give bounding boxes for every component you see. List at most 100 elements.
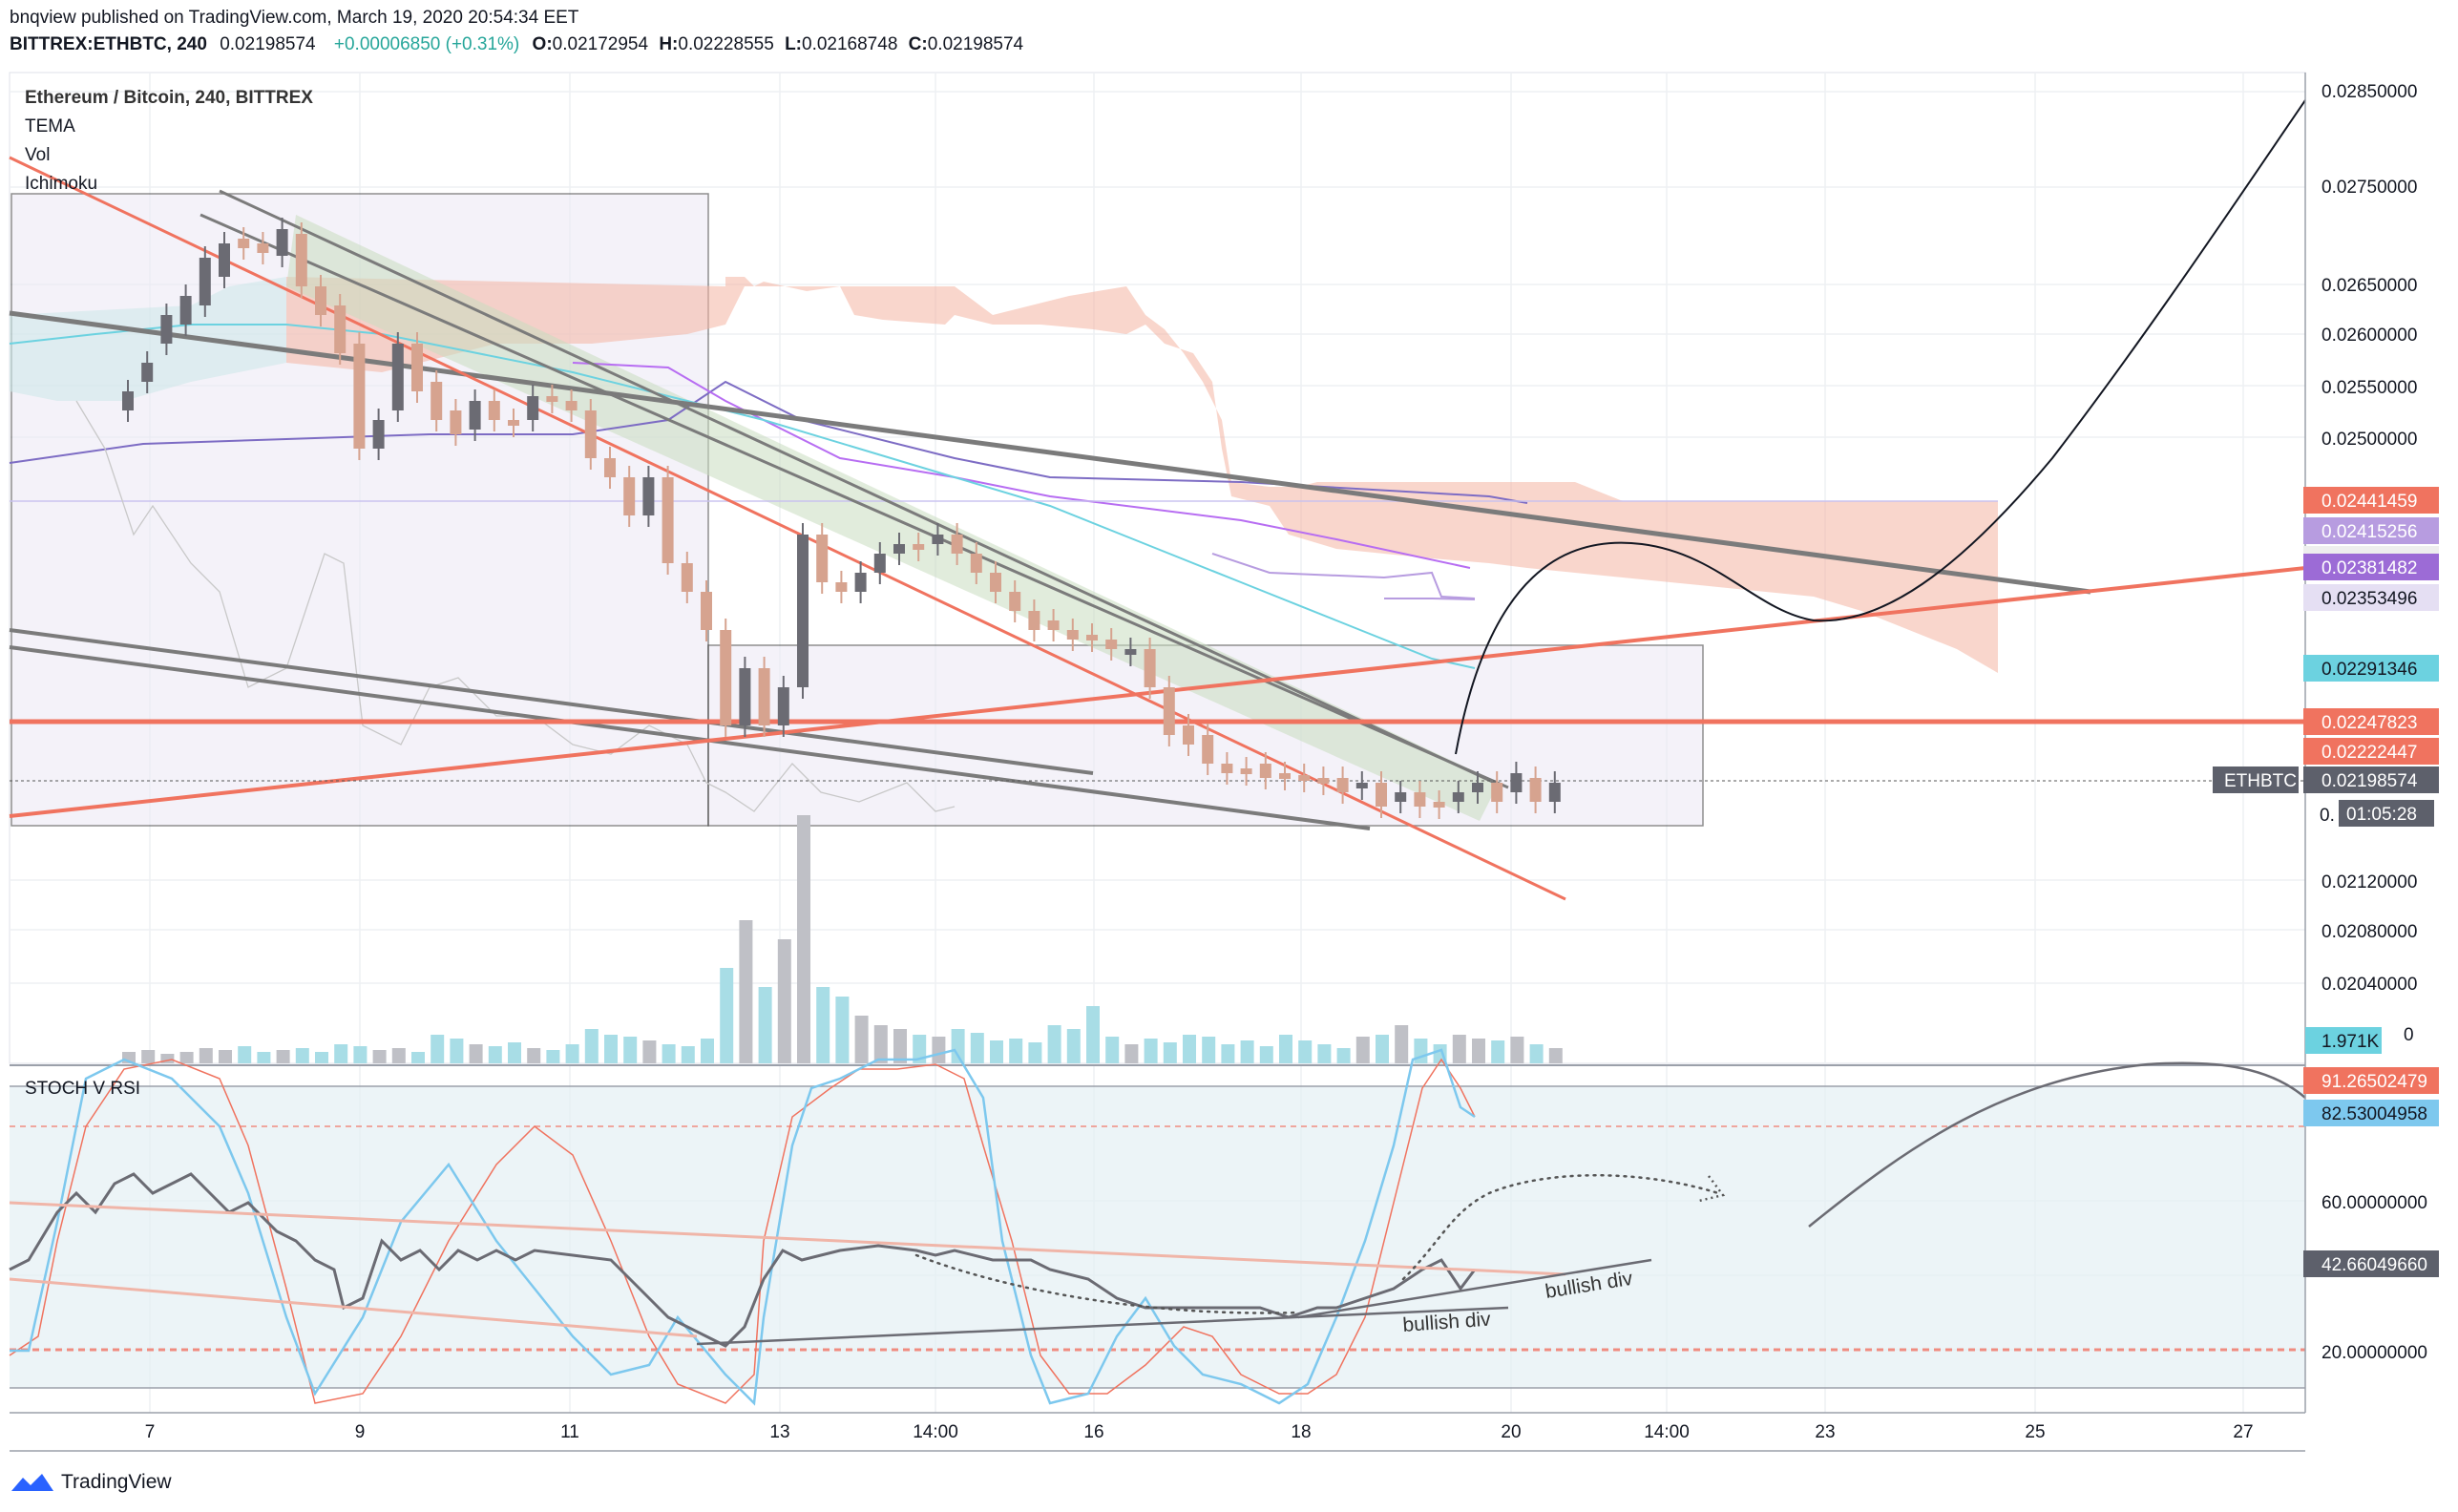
candle-body [488, 401, 500, 420]
tradingview-logo[interactable]: TradingView [10, 1470, 172, 1495]
symbol-tag: ETHBTC [2224, 771, 2297, 791]
candle-body [565, 401, 578, 410]
volume-bar [508, 1042, 521, 1063]
price-tag-bg [2303, 708, 2439, 735]
volume-bar [1144, 1039, 1158, 1063]
rsi-trend-down-2 [9, 1277, 698, 1338]
vol-legend[interactable]: Vol [25, 145, 51, 165]
candle-body [1433, 802, 1445, 808]
tradingview-brand: TradingView [61, 1471, 172, 1493]
volume-bar [1336, 1048, 1351, 1063]
price-tag-023814: 0.02381482 [2321, 558, 2417, 578]
price-axis[interactable]: 0.02850000 0.02750000 0.02650000 0.02600… [2321, 82, 2417, 1045]
rsi-tag-91: 91.26502479 [2321, 1072, 2427, 1092]
countdown-tag: 01:05:28 [2346, 805, 2417, 825]
time-axis[interactable]: 7 9 11 13 14:00 16 18 20 14:00 23 25 27 [145, 1422, 2254, 1442]
volume-bar [1452, 1035, 1466, 1063]
candle-body [1066, 630, 1079, 640]
volume-bar [295, 1048, 309, 1063]
volume-bars [122, 815, 1563, 1063]
candle-body [932, 535, 944, 544]
tema-cyan [9, 324, 1476, 669]
candle-body [1298, 775, 1311, 781]
low-value: 0.02168748 [802, 34, 898, 54]
chikou-line [75, 400, 956, 812]
candle-body [1472, 783, 1483, 792]
volume-bar [604, 1035, 618, 1063]
volume-bar [1279, 1035, 1292, 1063]
candle-body [1548, 783, 1561, 802]
candle-body [623, 477, 636, 515]
tema-legend[interactable]: TEMA [25, 116, 75, 136]
candle-body [1414, 792, 1426, 807]
indicator-lines [9, 324, 1998, 812]
candle-body [797, 535, 809, 687]
time-tick: 11 [560, 1422, 579, 1442]
price-tag-bg [2303, 517, 2439, 544]
candle-body [816, 535, 829, 582]
candle-body [179, 296, 192, 325]
candle-body [873, 554, 886, 573]
candle-body [951, 535, 963, 554]
candle-body [739, 668, 751, 725]
volume-bar [1047, 1025, 1061, 1063]
price-tick: 0.02850000 [2321, 82, 2417, 102]
volume-bar [777, 939, 791, 1063]
volume-bar [1376, 1035, 1389, 1063]
volume-bar [739, 920, 753, 1063]
volume-bar [391, 1048, 406, 1063]
volume-bar [469, 1044, 483, 1063]
candles [122, 218, 1561, 819]
candle-body [990, 573, 1001, 592]
volume-bar [758, 987, 772, 1063]
candle-body [758, 668, 770, 725]
volume-bar [1183, 1035, 1196, 1063]
trend-line-lower-2 [9, 645, 1371, 830]
stoch-rsi-legend[interactable]: STOCH V RSI [25, 1079, 141, 1099]
volume-bar [642, 1040, 657, 1063]
price-tag-partial: 0. [2320, 806, 2335, 826]
price-tick: 0.02550000 [2321, 378, 2417, 398]
rsi-projection-curve [1808, 1061, 2306, 1228]
volume-bar [1548, 1048, 1563, 1063]
volume-bar [1240, 1040, 1254, 1063]
time-tick: 14:00 [913, 1422, 958, 1442]
volume-bar [160, 1054, 175, 1063]
volume-bar [681, 1046, 695, 1063]
candle-body [1452, 792, 1464, 802]
symbol-label[interactable]: BITTREX:ETHBTC, 240 [10, 34, 207, 54]
volume-bar [199, 1048, 213, 1063]
ichimoku-legend[interactable]: Ichimoku [25, 174, 98, 194]
volume-bar [219, 1050, 232, 1063]
chart-title-legend[interactable]: Ethereum / Bitcoin, 240, BITTREX [25, 88, 313, 108]
volume-bar [873, 1025, 888, 1063]
candle-body [1028, 611, 1040, 630]
projection-curve[interactable] [1455, 99, 2306, 755]
purple-line-4 [1384, 598, 1476, 600]
volume-bar [1491, 1040, 1505, 1063]
candle-body [238, 239, 250, 248]
volume-bar [565, 1044, 579, 1063]
channel-upper-line-2 [219, 189, 1500, 787]
volume-bar [913, 1035, 927, 1063]
volume-bar [1221, 1044, 1235, 1063]
time-tick: 18 [1291, 1422, 1311, 1442]
candle-body [315, 286, 326, 315]
rsi-tick: 60.00000000 [2321, 1193, 2427, 1213]
candle-body [391, 344, 404, 410]
time-tick: 16 [1083, 1422, 1103, 1442]
published-line: bnqview published on TradingView.com, Ma… [10, 8, 579, 28]
volume-bar [1355, 1037, 1370, 1063]
price-tag-bg [2303, 584, 2439, 611]
stoch-rsi-band [10, 1086, 2305, 1388]
volume-bar [411, 1052, 425, 1063]
volume-bar [1009, 1039, 1023, 1063]
volume-bar [1317, 1044, 1332, 1063]
candle-body [141, 363, 154, 382]
time-tick: 25 [2025, 1422, 2045, 1442]
candle-body [1144, 649, 1156, 687]
candle-body [642, 477, 655, 515]
candle-body [334, 305, 347, 353]
tema-purple-1 [9, 380, 1528, 504]
